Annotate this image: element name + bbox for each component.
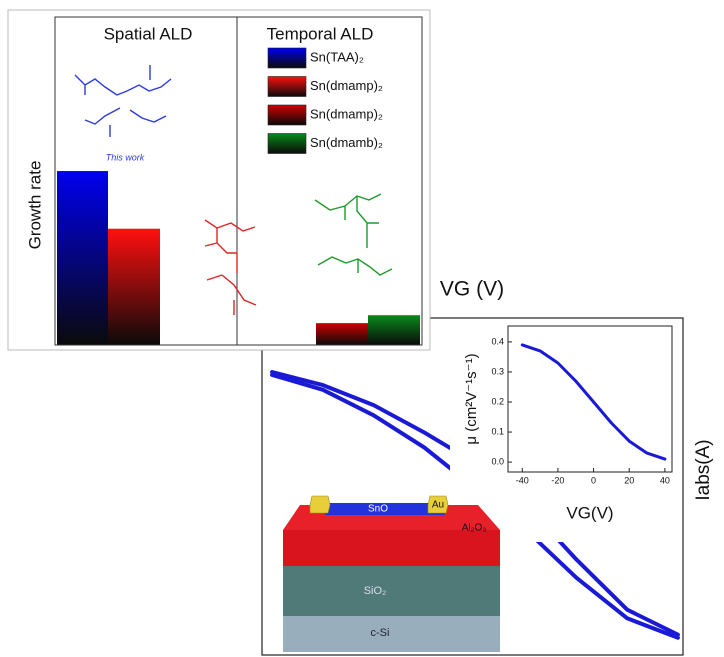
channel-label: SnO [368, 504, 388, 515]
dielectric-label: Al₂O₃ [462, 523, 487, 534]
x-tick-label: 20 [624, 475, 634, 485]
y-tick-label: 0.0 [491, 456, 504, 466]
growth-rate-chart: Spatial ALD Temporal ALD Growth rate This w… [8, 10, 430, 350]
contact-label: Au [432, 500, 444, 511]
y-tick-label: 0.3 [491, 366, 504, 376]
device-schematic: SnO Au Al₂O₃ SiO₂ c-Si [283, 496, 500, 652]
x-tick-label: 40 [660, 475, 670, 485]
legend-label: Sn(dmamb)₂ [310, 135, 383, 150]
legend-swatch [268, 77, 306, 97]
substrate-label: c-Si [371, 627, 390, 639]
y-axis-label: Growth rate [25, 161, 44, 250]
dielectric-front [283, 530, 500, 566]
legend-swatch [268, 134, 306, 154]
group-header: Spatial ALD [104, 24, 193, 43]
x-tick-label: 0 [591, 475, 596, 485]
y-tick-label: 0.4 [491, 336, 504, 346]
x-axis-label: VG (V) [440, 278, 504, 301]
mobility-inset: -40 -20 0 20 40 0.0 0.1 0.2 0.3 0.4 VG(V) μ (cm²V⁻¹… [450, 320, 682, 542]
contact-left [310, 496, 330, 513]
bar [368, 315, 420, 345]
y-tick-label: 0.1 [491, 426, 504, 436]
oxide-label: SiO₂ [364, 585, 387, 597]
x-tick-label: -20 [551, 475, 564, 485]
legend-label: Sn(TAA)₂ [310, 49, 364, 64]
annotation: This work [106, 152, 145, 162]
legend-label: Sn(dmamp)₂ [310, 78, 383, 93]
legend-swatch [268, 105, 306, 125]
bar [316, 323, 368, 345]
legend-swatch [268, 48, 306, 68]
legend-label: Sn(dmamp)₂ [310, 106, 383, 121]
bar [108, 229, 160, 345]
y-tick-label: 0.2 [491, 396, 504, 406]
y-axis-label: Iabs(A) [693, 439, 714, 500]
group-header: Temporal ALD [267, 24, 374, 43]
oxide-layer [283, 566, 500, 616]
bar [57, 171, 108, 345]
y-axis-label: μ (cm²V⁻¹s⁻¹) [463, 353, 480, 444]
x-axis-label: VG(V) [566, 503, 613, 522]
substrate-layer [283, 616, 500, 652]
graphic: VG (V) Iabs(A) -40 -20 0 20 40 0.0 0.1 0.2 0.3 0.4… [0, 0, 724, 657]
x-tick-label: -40 [516, 475, 529, 485]
page: VG (V) Iabs(A) -40 -20 0 20 40 0.0 0.1 0.2 0.3 0.4… [0, 0, 724, 657]
